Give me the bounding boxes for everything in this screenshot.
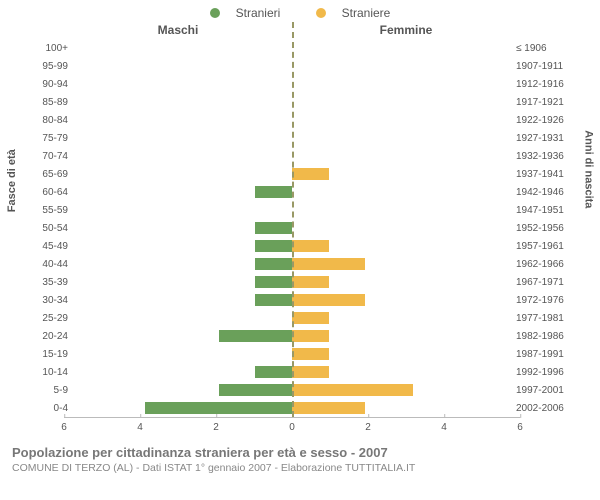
age-label: 60-64 <box>24 183 68 201</box>
bar-male <box>255 294 292 306</box>
bar-male <box>255 258 292 270</box>
bar-male <box>219 384 292 396</box>
bar-female <box>292 312 329 324</box>
year-label: 1917-1921 <box>516 93 576 111</box>
header-male: Maschi <box>64 23 292 37</box>
bar-female <box>292 258 365 270</box>
age-label: 50-54 <box>24 219 68 237</box>
x-tick: 4 <box>441 418 447 433</box>
bar-female <box>292 168 329 180</box>
y-axis-label-right: Anni di nascita <box>576 39 596 417</box>
year-label: 1957-1961 <box>516 237 576 255</box>
x-tick: 6 <box>61 418 67 433</box>
bar-female <box>292 348 329 360</box>
center-dashed-line <box>292 22 294 417</box>
year-label: 1982-1986 <box>516 327 576 345</box>
year-label: 1922-1926 <box>516 111 576 129</box>
age-label: 95-99 <box>24 57 68 75</box>
bar-female <box>292 384 413 396</box>
bar-male <box>255 186 292 198</box>
year-label: 1972-1976 <box>516 291 576 309</box>
age-label: 20-24 <box>24 327 68 345</box>
age-label: 70-74 <box>24 147 68 165</box>
year-label: 1967-1971 <box>516 273 576 291</box>
y-axis-label-left: Fasce di età <box>4 39 24 417</box>
caption-block: Popolazione per cittadinanza straniera p… <box>0 437 600 474</box>
age-label: 15-19 <box>24 345 68 363</box>
x-tick: 2 <box>213 418 219 433</box>
x-tick: 0 <box>289 418 295 433</box>
age-label: 55-59 <box>24 201 68 219</box>
year-label: ≤ 1906 <box>516 39 576 57</box>
year-label: 1912-1916 <box>516 75 576 93</box>
year-label: 1997-2001 <box>516 381 576 399</box>
age-label: 30-34 <box>24 291 68 309</box>
legend-swatch-female <box>316 8 326 18</box>
legend-female-label: Straniere <box>342 6 391 20</box>
year-label: 1907-1911 <box>516 57 576 75</box>
year-labels-column: ≤ 19061907-19111912-19161917-19211922-19… <box>512 39 576 417</box>
age-label: 75-79 <box>24 129 68 147</box>
x-tick: 4 <box>137 418 143 433</box>
age-label: 100+ <box>24 39 68 57</box>
bar-female <box>292 276 329 288</box>
bar-female <box>292 330 329 342</box>
bar-female <box>292 366 329 378</box>
x-axis: 6 4 2 0 2 4 6 <box>0 417 600 437</box>
age-label: 35-39 <box>24 273 68 291</box>
caption-subtitle: COMUNE DI TERZO (AL) - Dati ISTAT 1° gen… <box>12 462 588 474</box>
year-label: 1932-1936 <box>516 147 576 165</box>
x-tick: 2 <box>365 418 371 433</box>
caption-title: Popolazione per cittadinanza straniera p… <box>12 445 588 460</box>
bar-female <box>292 240 329 252</box>
year-label: 1992-1996 <box>516 363 576 381</box>
bar-female <box>292 402 365 414</box>
year-label: 1952-1956 <box>516 219 576 237</box>
age-label: 85-89 <box>24 93 68 111</box>
bar-male <box>255 240 292 252</box>
chart-area: Fasce di età 100+95-9990-9485-8980-8475-… <box>0 39 600 417</box>
bar-male <box>255 276 292 288</box>
age-label: 90-94 <box>24 75 68 93</box>
year-label: 1947-1951 <box>516 201 576 219</box>
legend-swatch-male <box>210 8 220 18</box>
age-label: 40-44 <box>24 255 68 273</box>
age-label: 45-49 <box>24 237 68 255</box>
age-label: 80-84 <box>24 111 68 129</box>
bar-female <box>292 294 365 306</box>
age-label: 0-4 <box>24 399 68 417</box>
age-label: 5-9 <box>24 381 68 399</box>
year-label: 1927-1931 <box>516 129 576 147</box>
bar-male <box>255 366 292 378</box>
year-label: 1977-1981 <box>516 309 576 327</box>
column-headers: Maschi Femmine <box>0 21 600 39</box>
age-labels-column: 100+95-9990-9485-8980-8475-7970-7465-696… <box>24 39 72 417</box>
year-label: 1962-1966 <box>516 255 576 273</box>
legend-male-label: Stranieri <box>236 6 281 20</box>
x-tick: 6 <box>517 418 523 433</box>
age-label: 10-14 <box>24 363 68 381</box>
year-label: 2002-2006 <box>516 399 576 417</box>
year-label: 1942-1946 <box>516 183 576 201</box>
bar-male <box>255 222 292 234</box>
year-label: 1987-1991 <box>516 345 576 363</box>
age-label: 65-69 <box>24 165 68 183</box>
header-female: Femmine <box>292 23 520 37</box>
bars-area <box>72 39 512 417</box>
bar-male <box>145 402 292 414</box>
bar-male <box>219 330 292 342</box>
age-label: 25-29 <box>24 309 68 327</box>
x-axis-ticks: 6 4 2 0 2 4 6 <box>64 417 520 438</box>
legend: Stranieri Straniere <box>0 0 600 21</box>
year-label: 1937-1941 <box>516 165 576 183</box>
